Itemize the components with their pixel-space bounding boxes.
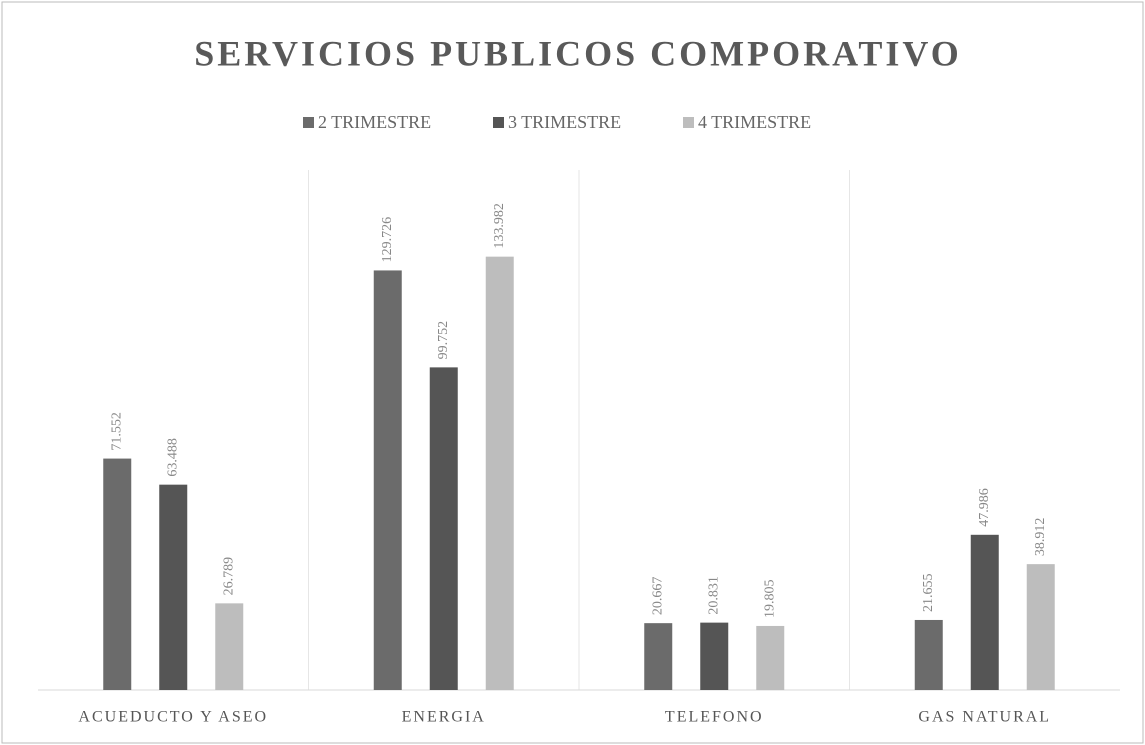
- bar: [644, 623, 673, 690]
- bar: [215, 603, 244, 690]
- data-label: 19.805: [762, 579, 777, 618]
- legend-swatch: [493, 117, 504, 128]
- data-label: 99.752: [436, 321, 451, 360]
- data-label: 133.982: [492, 203, 507, 249]
- chart-title: SERVICIOS PUBLICOS COMPORATIVO: [194, 33, 961, 73]
- legend-label: 3 TRIMESTRE: [508, 112, 621, 132]
- legend-swatch: [683, 117, 694, 128]
- x-tick-label: ENERGIA: [402, 709, 486, 726]
- data-label: 26.789: [221, 557, 236, 596]
- data-label: 71.552: [109, 412, 124, 451]
- bar: [756, 625, 785, 690]
- bar: [429, 367, 458, 690]
- data-label: 20.667: [650, 577, 665, 616]
- legend-label: 2 TRIMESTRE: [318, 112, 431, 132]
- x-tick-label: TELEFONO: [665, 709, 764, 726]
- data-label: 129.726: [380, 217, 395, 263]
- data-label: 20.831: [706, 576, 721, 615]
- bar: [485, 256, 514, 690]
- bar: [103, 458, 132, 690]
- bar: [970, 534, 999, 690]
- bar: [1026, 564, 1055, 690]
- bar: [373, 270, 402, 690]
- bar: [700, 622, 729, 690]
- data-label: 21.655: [921, 573, 936, 612]
- data-label: 63.488: [165, 438, 180, 477]
- bar: [914, 619, 943, 690]
- x-tick-label: ACUEDUCTO Y ASEO: [78, 709, 268, 726]
- legend-swatch: [303, 117, 314, 128]
- legend-label: 4 TRIMESTRE: [698, 112, 811, 132]
- data-label: 47.986: [977, 488, 992, 527]
- x-tick-label: GAS NATURAL: [918, 709, 1051, 726]
- bar: [159, 484, 188, 690]
- data-label: 38.912: [1033, 518, 1048, 557]
